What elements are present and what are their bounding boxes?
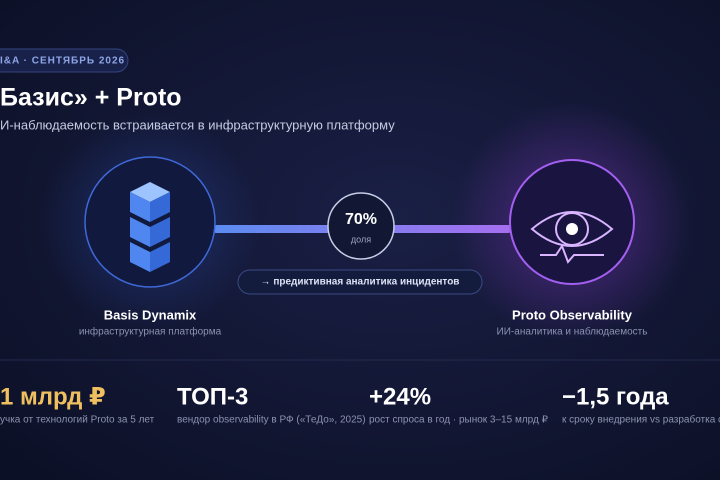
- stat-label: рост спроса в год · рынок 3–15 млрд ₽: [369, 415, 549, 426]
- cube-icon: [130, 182, 170, 272]
- stat-label: вендор observability в РФ («ТеДо», 2025): [177, 415, 366, 426]
- node-name: Proto Observability: [512, 307, 633, 322]
- stat-label: к сроку внедрения vs разработка с ну: [562, 414, 720, 426]
- node-caption: инфраструктурная платформа: [79, 326, 222, 338]
- badge-text: I&A · СЕНТЯБРЬ 2026: [0, 56, 125, 67]
- share-value: 70%: [345, 211, 377, 228]
- stat-value: +24%: [369, 383, 431, 410]
- right-node: [509, 159, 635, 285]
- subtitle: И-наблюдаемость встраивается в инфрастру…: [0, 117, 395, 132]
- node-caption: ИИ-аналитика и наблюдаемость: [497, 326, 648, 338]
- share-label: доля: [351, 234, 371, 244]
- link-text: → предиктивная аналитика инцидентов: [261, 277, 460, 288]
- stat-value: 1 млрд ₽: [0, 383, 106, 410]
- badge: [0, 48, 129, 73]
- stat-value: −1,5 года: [562, 383, 669, 410]
- stat-value: ТОП-3: [177, 383, 248, 410]
- eye-icon: [530, 211, 614, 264]
- share-node: [327, 192, 395, 260]
- title: Базис» + Proto: [0, 84, 182, 112]
- node-name: Basis Dynamix: [104, 307, 197, 322]
- link-pill: [237, 269, 483, 295]
- stat-label: учка от технологий Proto за 5 лет: [0, 415, 155, 426]
